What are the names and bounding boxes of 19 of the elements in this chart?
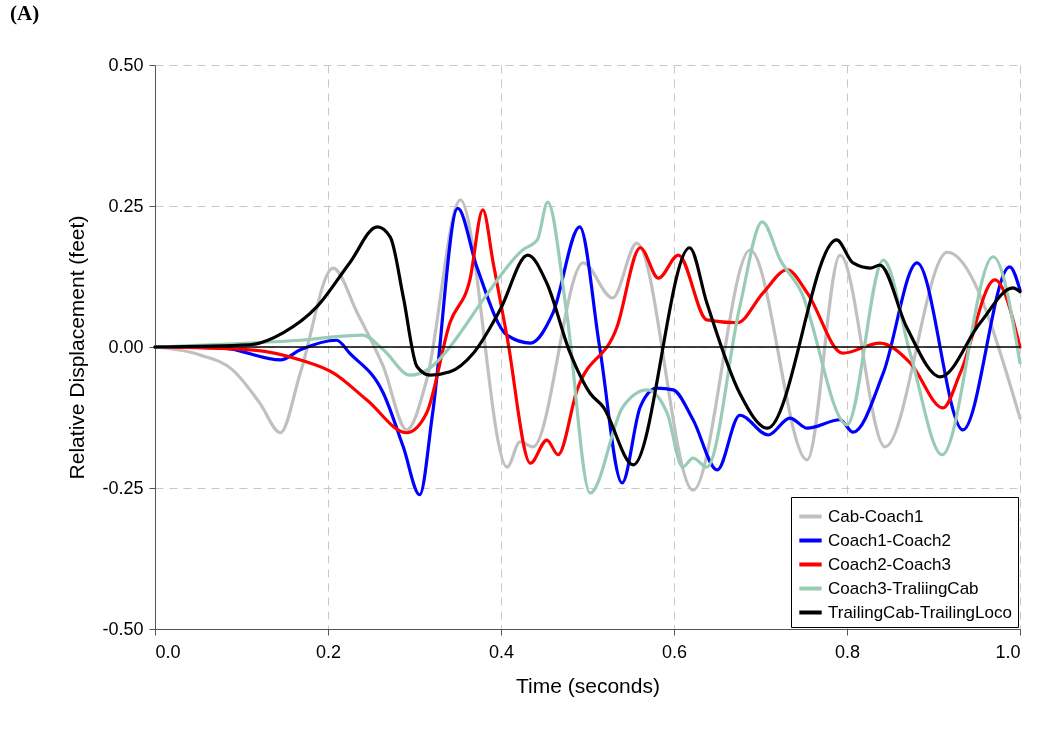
y-tick-label: 0.00 bbox=[108, 336, 144, 357]
y-tick-label: 0.25 bbox=[108, 195, 144, 216]
legend-label: Cab-Coach1 bbox=[828, 506, 924, 526]
legend-label: Coach2-Coach3 bbox=[828, 554, 951, 574]
x-axis-title: Time (seconds) bbox=[516, 673, 660, 697]
x-tick-label: 0.2 bbox=[315, 641, 342, 662]
y-axis-title: Relative Displacement (feet) bbox=[65, 215, 89, 480]
x-tick-label: 0.6 bbox=[661, 641, 688, 662]
chart-title: (A) bbox=[10, 1, 40, 25]
y-tick-label: -0.50 bbox=[102, 618, 144, 639]
legend-label: Coach3-TraliingCab bbox=[828, 578, 979, 598]
x-tick-label: 0.8 bbox=[834, 641, 861, 662]
legend-label: Coach1-Coach2 bbox=[828, 530, 951, 550]
x-tick-label: 0.0 bbox=[155, 641, 181, 662]
y-tick-label: -0.25 bbox=[102, 477, 144, 498]
x-tick-label: 1.0 bbox=[995, 641, 1021, 662]
y-tick-label: 0.50 bbox=[108, 54, 144, 75]
legend-label: TrailingCab-TrailingLoco bbox=[828, 602, 1012, 622]
x-tick-label: 0.4 bbox=[488, 641, 515, 662]
